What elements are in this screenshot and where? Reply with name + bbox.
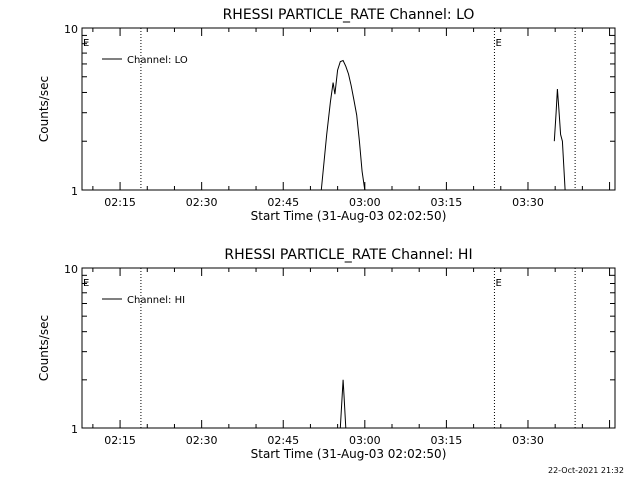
event-marker-label: E — [83, 278, 89, 289]
y-tick-label: 10 — [64, 263, 78, 276]
y-axis-label: Counts/sec — [37, 76, 51, 142]
x-tick-label: 03:30 — [512, 434, 544, 447]
timestamp-text: 22-Oct-2021 21:32 — [548, 466, 624, 475]
legend-label: Channel: LO — [127, 55, 188, 66]
x-tick-label: 03:15 — [431, 434, 463, 447]
x-tick-label: 02:30 — [186, 434, 218, 447]
x-tick-label: 02:15 — [104, 434, 136, 447]
data-line — [320, 59, 366, 191]
chart-panel-2: RHESSI PARTICLE_RATE Channel: HI Counts/s… — [37, 247, 616, 461]
y-tick-label: 10 — [64, 23, 78, 36]
y-tick-label: 1 — [71, 185, 78, 198]
x-axis-label: Start Time (31-Aug-03 02:02:50) — [251, 447, 447, 461]
x-tick-label: 02:15 — [104, 196, 136, 209]
plot-frame — [81, 27, 616, 191]
chart-title: RHESSI PARTICLE_RATE Channel: HI — [224, 247, 472, 263]
x-tick-label: 03:15 — [431, 196, 463, 209]
data-line — [553, 88, 566, 191]
x-axis-label: Start Time (31-Aug-03 02:02:50) — [251, 209, 447, 223]
event-marker-label: E — [495, 38, 501, 49]
y-axis-label: Counts/sec — [37, 315, 51, 381]
x-tick-label: 03:00 — [349, 196, 381, 209]
x-tick-label: 03:30 — [512, 196, 544, 209]
data-line — [339, 379, 347, 429]
x-tick-label: 02:30 — [186, 196, 218, 209]
event-marker-label: E — [83, 38, 89, 49]
event-marker-label: E — [495, 278, 501, 289]
x-tick-label: 02:45 — [267, 196, 299, 209]
chart-title: RHESSI PARTICLE_RATE Channel: LO — [223, 7, 475, 23]
x-tick-label: 03:00 — [349, 434, 381, 447]
legend-label: Channel: HI — [127, 295, 185, 306]
chart-panel-1: RHESSI PARTICLE_RATE Channel: LO Counts/s… — [37, 7, 616, 223]
y-tick-label: 1 — [71, 423, 78, 436]
plot-frame — [81, 267, 616, 429]
x-tick-label: 02:45 — [267, 434, 299, 447]
